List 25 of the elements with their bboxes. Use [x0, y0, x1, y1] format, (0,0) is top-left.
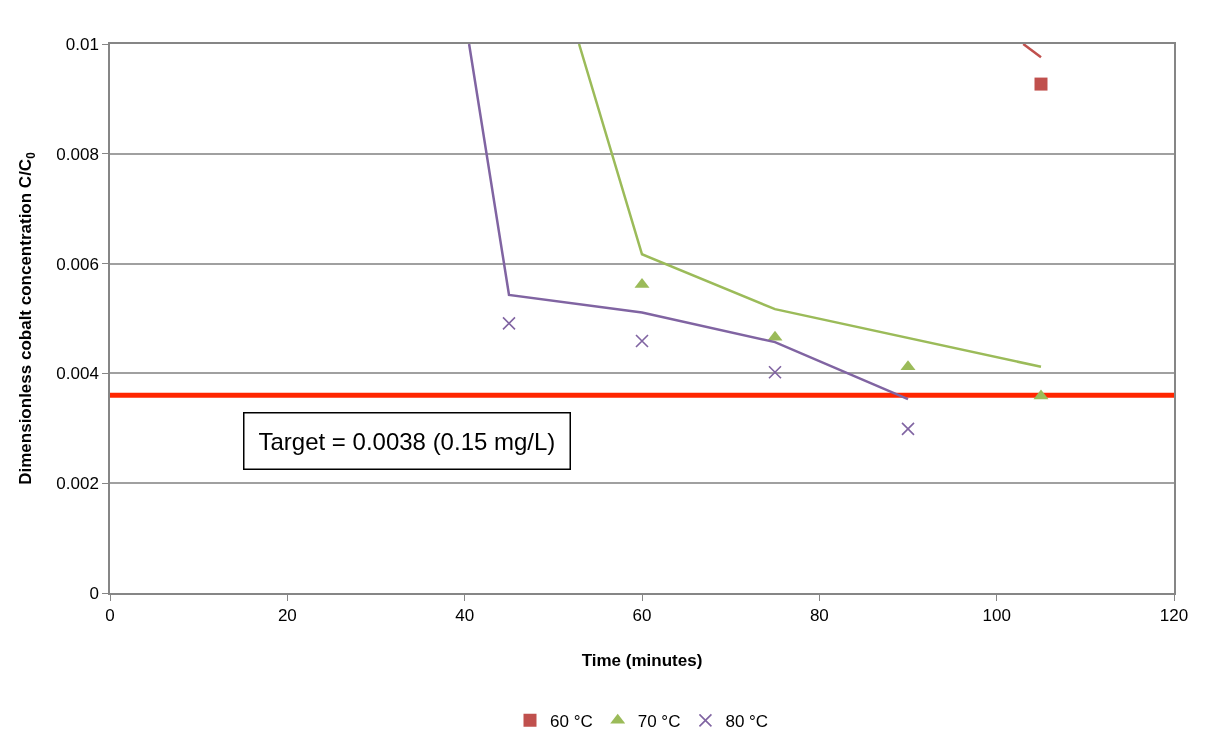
line-series	[467, 44, 910, 401]
x-tick-label: 80	[809, 606, 829, 626]
x-tick-label: 40	[455, 606, 475, 626]
y-tick-label: 0.006	[56, 254, 99, 274]
point	[1034, 77, 1048, 91]
y-tick-label: 0.008	[56, 144, 99, 164]
x-tick-label: 100	[982, 606, 1011, 626]
y-tick-label: 0.002	[56, 474, 99, 494]
point	[768, 365, 782, 380]
x-tick-label: 20	[277, 606, 297, 626]
line-series	[577, 44, 1043, 369]
point	[635, 334, 649, 348]
y-tick-label: 0.004	[56, 364, 99, 384]
x-tick-label: 60	[632, 606, 652, 626]
legend-label: 80 °C	[725, 711, 769, 731]
x-tick-label: 0	[105, 606, 115, 626]
x-axis-title: Time (minutes)	[581, 651, 703, 671]
x-tick-label: 120	[1159, 606, 1189, 626]
point	[901, 422, 915, 436]
point	[502, 316, 516, 331]
legend-label: 60 °C	[550, 711, 593, 731]
y-tick-label: 0.01	[65, 34, 99, 54]
legend-label: 70 °C	[637, 711, 681, 731]
annotation: Target = 0.0038 (0.15 mg/L)	[258, 427, 556, 455]
y-tick-label: 0	[89, 583, 99, 603]
